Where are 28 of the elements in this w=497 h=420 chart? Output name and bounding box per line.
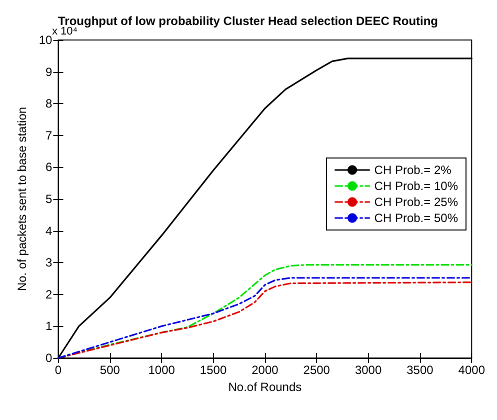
y-tick-label: 0 <box>46 351 53 365</box>
y-tick-label: 5 <box>46 192 53 206</box>
legend-label: CH Prob.= 2% <box>374 163 452 177</box>
y-tick-label: 6 <box>46 160 53 174</box>
x-tick-label: 0 <box>54 363 62 377</box>
x-tick-label: 1000 <box>148 363 176 377</box>
y-axis-title: No. of packets sent to base station <box>15 106 29 292</box>
x-tick-label: 1500 <box>200 363 227 377</box>
y-tick-label: 9 <box>46 64 53 79</box>
y-tick-label: 1 <box>46 319 53 334</box>
y-tick-label: 2 <box>46 287 53 302</box>
x-tick-label: 3000 <box>354 363 382 377</box>
text: x 10⁴ <box>52 26 78 38</box>
y-tick-label: 7 <box>46 128 53 142</box>
chart-title: Troughput of low probability Cluster Head selection DEEC Routing <box>58 14 438 28</box>
x-tick-label: 4000 <box>458 363 486 377</box>
legend-label: CH Prob.= 50% <box>374 211 458 225</box>
x-tick-label: 2500 <box>303 363 330 377</box>
legend-label: CH Prob.= 25% <box>374 195 458 209</box>
y-tick-label: 4 <box>46 224 53 238</box>
legend-label: CH Prob.= 10% <box>374 179 458 193</box>
x-tick-label: 500 <box>100 363 120 377</box>
x-tick-label: 3500 <box>406 363 434 377</box>
x-tick-label: 2000 <box>252 363 279 377</box>
y-tick-label: 8 <box>46 96 53 111</box>
y-tick-label: 10 <box>38 33 53 47</box>
y-tick-label: 3 <box>46 256 53 270</box>
x-axis-title: No.of Rounds <box>228 380 302 394</box>
